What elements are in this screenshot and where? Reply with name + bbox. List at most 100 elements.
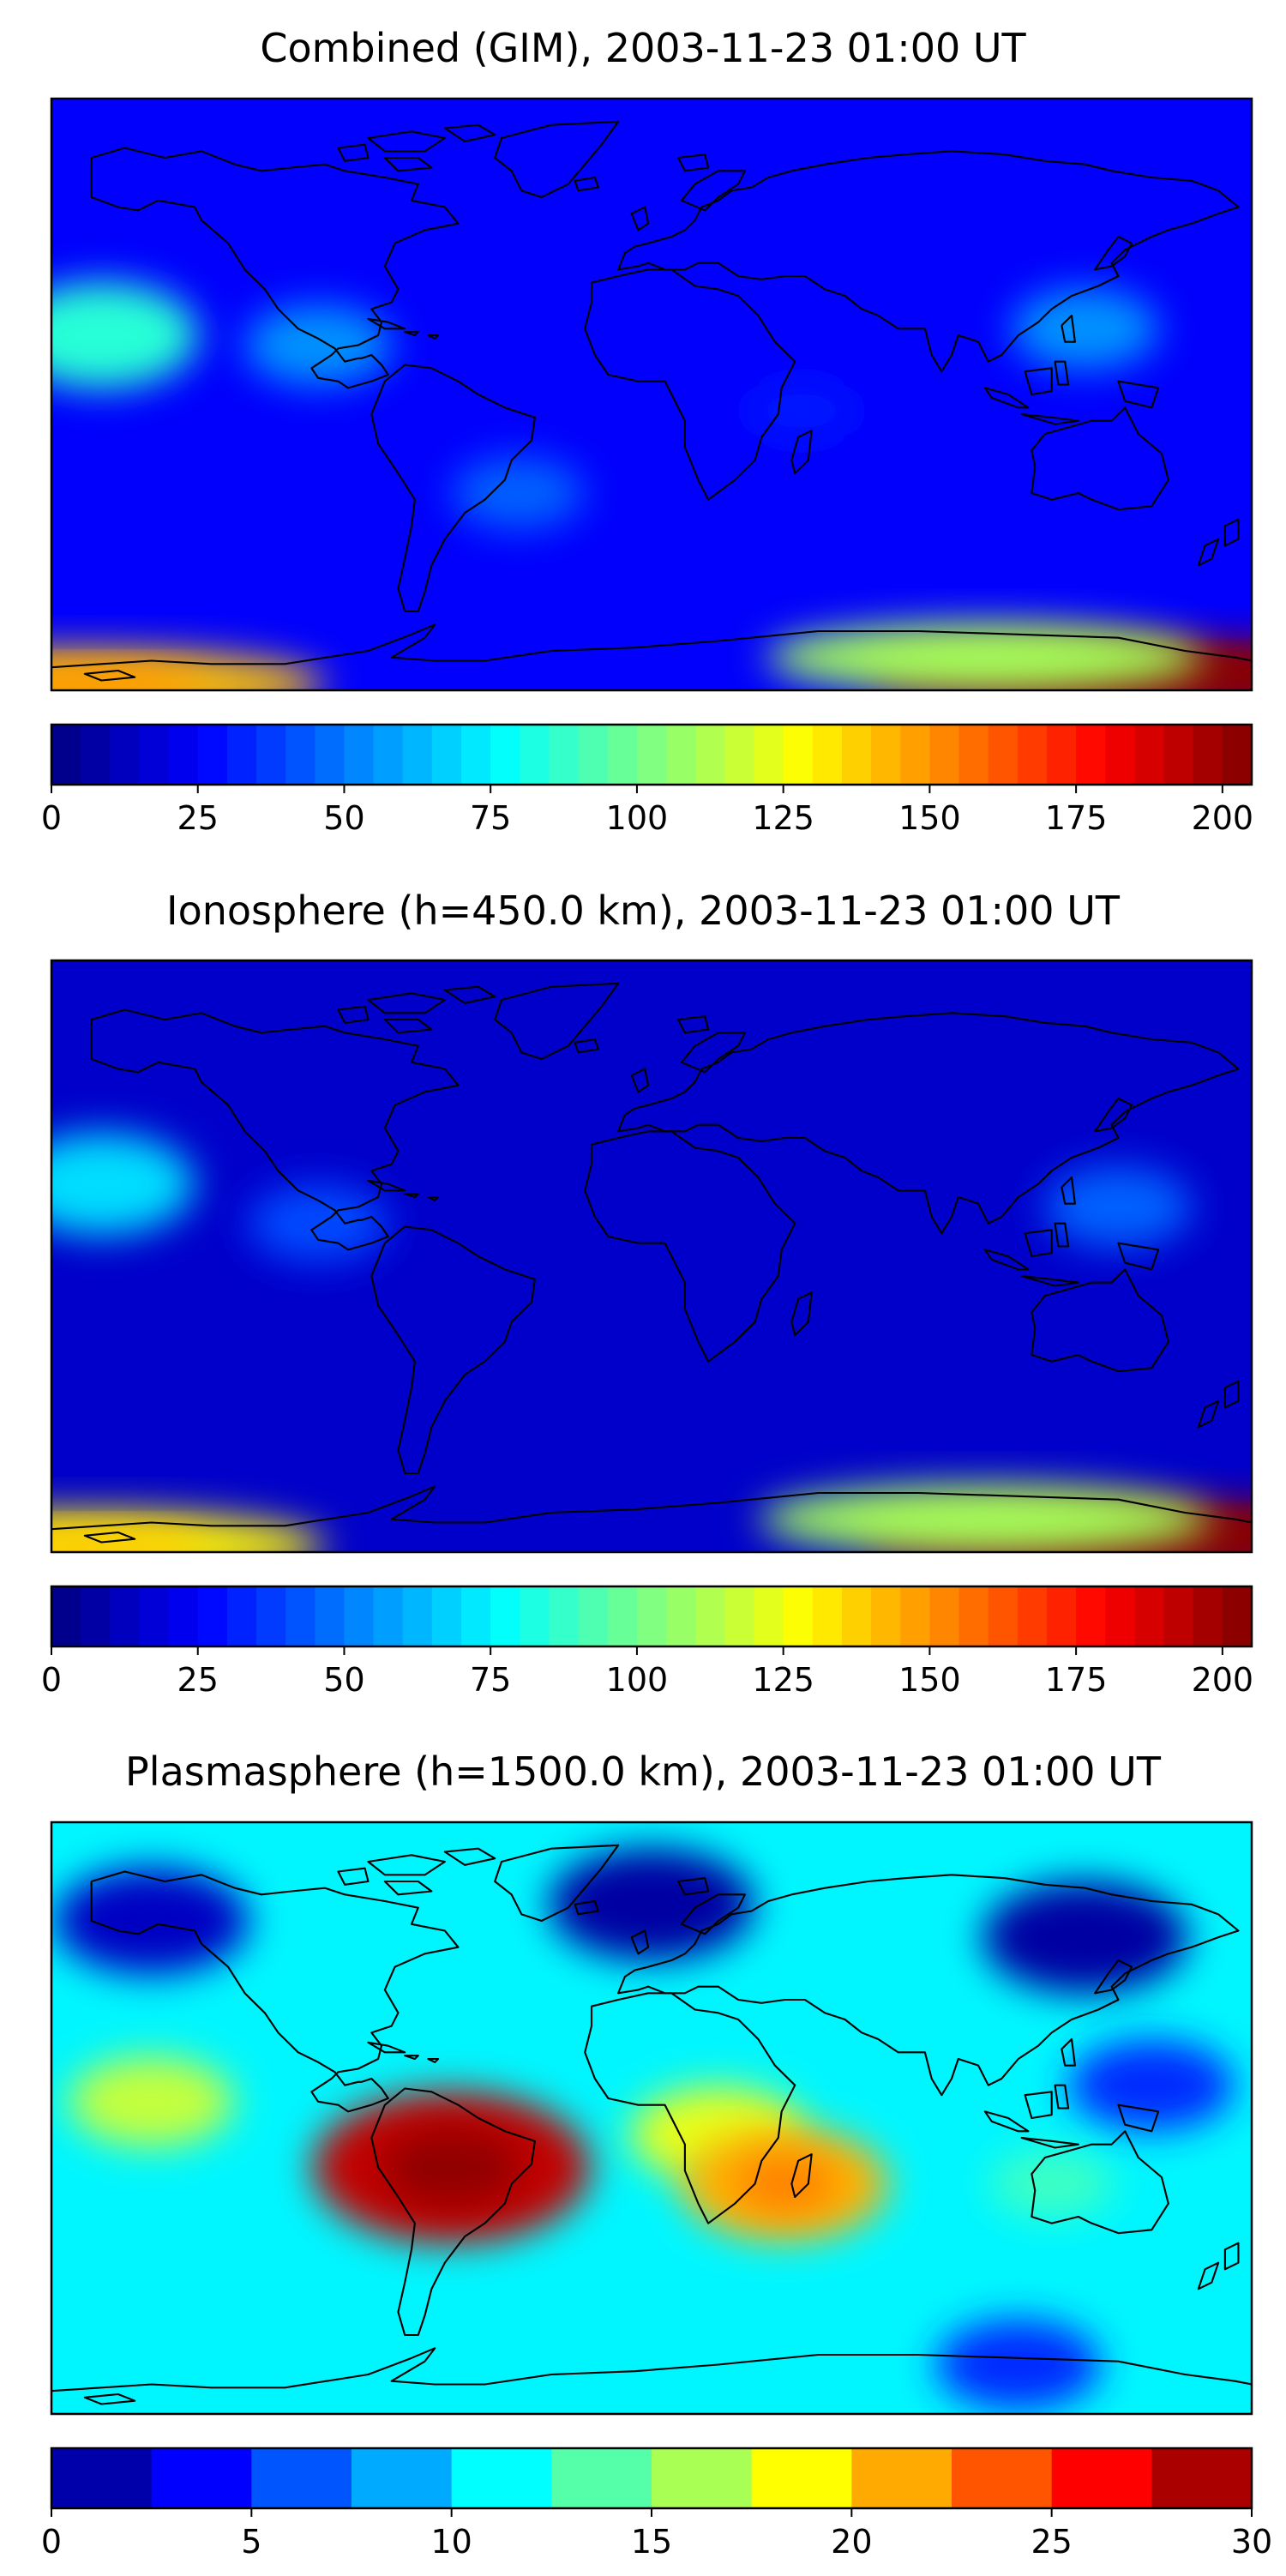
colorbar-segment xyxy=(988,1586,1019,1646)
colorbar-segment xyxy=(900,725,930,785)
colorbar-segment xyxy=(1193,1586,1223,1646)
colorbar-segment xyxy=(110,725,141,785)
colorbar-segment xyxy=(1017,1586,1048,1646)
panel-ionosphere: Ionosphere (h=450.0 km), 2003-11-23 01:0… xyxy=(41,888,1254,1699)
colorbar-segment xyxy=(1017,725,1048,785)
field-background xyxy=(51,99,1252,690)
colorbar-segment xyxy=(1105,725,1136,785)
colorbar-segment xyxy=(695,725,725,785)
field-feature xyxy=(989,2150,1114,2218)
field-feature xyxy=(1011,287,1159,370)
colorbar-segment xyxy=(402,725,433,785)
colorbar-segment xyxy=(51,1586,81,1646)
field-feature xyxy=(1069,2039,1235,2131)
field-feature xyxy=(1044,1166,1193,1248)
colorbar-segment xyxy=(724,725,755,785)
colorbar-segment xyxy=(900,1586,930,1646)
colorbar-tick-label: 0 xyxy=(41,2523,62,2561)
colorbar-tick-label: 125 xyxy=(752,799,814,837)
colorbar-segment xyxy=(197,1586,228,1646)
colorbar-segment xyxy=(958,725,989,785)
colorbar-segment xyxy=(812,1586,843,1646)
colorbar-tick-label: 50 xyxy=(323,799,364,837)
field-feature xyxy=(759,1484,1211,1552)
colorbar-segment xyxy=(988,725,1019,785)
colorbar-tick-label: 200 xyxy=(1192,799,1254,837)
field-feature xyxy=(53,1867,249,1975)
field-background xyxy=(51,960,1252,1552)
field-feature xyxy=(935,2319,1101,2410)
colorbar-segment xyxy=(151,2448,252,2508)
colorbar-segment xyxy=(344,1586,375,1646)
colorbar-segment xyxy=(1046,725,1077,785)
colorbar-segment xyxy=(197,725,228,785)
colorbar-tick-label: 200 xyxy=(1192,1661,1254,1699)
colorbar-segment xyxy=(871,725,901,785)
colorbar-segment xyxy=(451,2448,552,2508)
colorbar-segment xyxy=(226,725,257,785)
colorbar-segment xyxy=(51,725,81,785)
map-frame xyxy=(50,1821,1253,2416)
colorbar-tick-label: 25 xyxy=(177,1661,219,1699)
colorbar-segment xyxy=(1193,725,1223,785)
colorbar: 0 5 10 15 20 25 30 xyxy=(41,2447,1272,2561)
field-feature-core xyxy=(382,2128,521,2206)
colorbar-tick-label: 5 xyxy=(241,2523,261,2561)
colorbar-tick-label: 100 xyxy=(606,799,669,837)
colorbar-segment xyxy=(812,725,843,785)
colorbar-segment xyxy=(315,1586,346,1646)
colorbar-segment xyxy=(636,1586,667,1646)
panel-plasmasphere: Plasmasphere (h=1500.0 km), 2003-11-23 0… xyxy=(41,1748,1272,2561)
colorbar-segment xyxy=(607,725,638,785)
field-feature xyxy=(51,1133,195,1236)
colorbar-segment xyxy=(724,1586,755,1646)
colorbar-tick-label: 175 xyxy=(1045,1661,1108,1699)
colorbar-segment xyxy=(1163,725,1194,785)
colorbar-segment xyxy=(549,1586,580,1646)
colorbar-segment xyxy=(851,2448,952,2508)
panel-combined: Combined (GIM), 2003-11-23 01:00 UT 0 25 50… xyxy=(41,25,1254,837)
colorbar-segment xyxy=(578,725,609,785)
field-feature xyxy=(51,282,198,388)
map-frame xyxy=(50,959,1253,1554)
colorbar: 0 25 50 75 100 125 150 175 200 xyxy=(41,723,1254,837)
colorbar-segment xyxy=(1105,1586,1136,1646)
colorbar-segment xyxy=(431,1586,462,1646)
colorbar-segment xyxy=(285,1586,315,1646)
colorbar-segment xyxy=(139,725,170,785)
colorbar-segment xyxy=(666,1586,696,1646)
map-area xyxy=(51,99,1252,690)
field-feature xyxy=(746,380,857,442)
colorbar-tick-label: 75 xyxy=(470,799,511,837)
colorbar-segment xyxy=(51,2448,153,2508)
colorbar-segment xyxy=(958,1586,989,1646)
colorbar-segment xyxy=(578,1586,609,1646)
colorbar-tick-label: 150 xyxy=(898,799,961,837)
colorbar-segment xyxy=(636,725,667,785)
panel-title: Plasmasphere (h=1500.0 km), 2003-11-23 0… xyxy=(125,1748,1162,1795)
colorbar-segment xyxy=(1163,1586,1194,1646)
colorbar-tick-label: 0 xyxy=(41,799,62,837)
colorbar-tick-label: 0 xyxy=(41,1661,62,1699)
colorbar-segment xyxy=(1076,725,1106,785)
colorbar-segment xyxy=(1151,2448,1253,2508)
map-area xyxy=(51,960,1252,1552)
colorbar-segment xyxy=(315,725,346,785)
colorbar-segment xyxy=(754,725,784,785)
colorbar-segment xyxy=(168,1586,199,1646)
panel-title: Ionosphere (h=450.0 km), 2003-11-23 01:0… xyxy=(166,888,1121,934)
field-feature-core xyxy=(733,2155,837,2212)
colorbar-segment xyxy=(1046,1586,1077,1646)
colorbar-tick-label: 50 xyxy=(323,1661,364,1699)
colorbar-segment xyxy=(751,2448,852,2508)
colorbar-segment xyxy=(929,725,960,785)
colorbar-segment xyxy=(256,725,286,785)
colorbar: 0 25 50 75 100 125 150 175 200 xyxy=(41,1585,1254,1699)
map-frame xyxy=(50,97,1253,692)
colorbar-segment xyxy=(1134,1586,1165,1646)
colorbar-segment xyxy=(520,725,550,785)
colorbar-segment xyxy=(168,725,199,785)
colorbar-segment xyxy=(402,1586,433,1646)
colorbar-tick-label: 30 xyxy=(1231,2523,1272,2561)
